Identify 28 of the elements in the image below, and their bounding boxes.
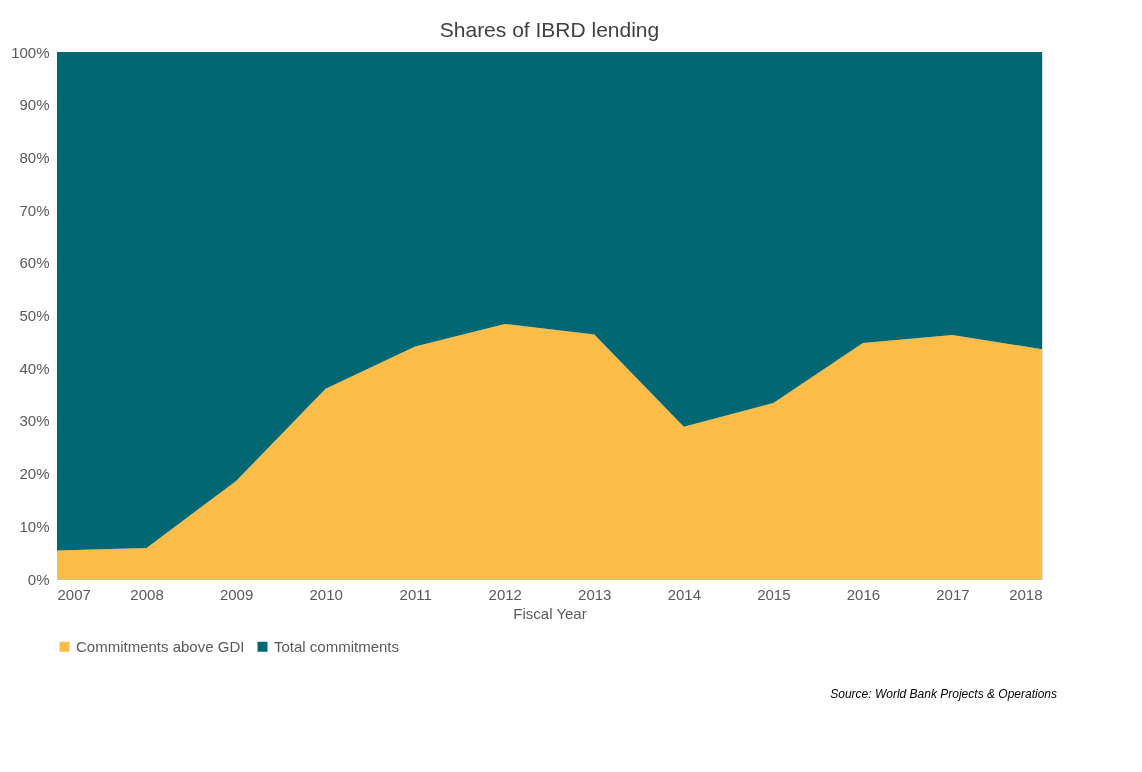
x-tick-label: 2010 [309, 585, 343, 603]
y-tick-label: 0% [27, 570, 50, 588]
y-tick-label: 40% [19, 359, 50, 377]
x-tick-label: 2009 [219, 585, 254, 603]
x-tick-label: 2007 [57, 585, 91, 603]
y-tick-label: 10% [19, 517, 50, 535]
chart-title: Shares of IBRD lending [439, 18, 660, 41]
x-tick-label: 2013 [578, 585, 612, 603]
x-tick-label: 2017 [936, 585, 970, 603]
legend-label: Total commitments [274, 637, 400, 655]
y-tick-label: 30% [19, 412, 50, 430]
y-tick-label: 80% [19, 148, 50, 166]
x-tick-label: 2014 [667, 585, 702, 603]
x-tick-label: 2018 [1009, 585, 1043, 603]
source-note: Source: World Bank Projects & Operations [830, 687, 1057, 701]
legend-label: Commitments above GDI [76, 637, 245, 655]
x-tick-label: 2011 [399, 585, 432, 603]
y-tick-label: 60% [19, 254, 50, 272]
x-tick-label: 2015 [757, 585, 791, 603]
x-tick-label: 2012 [488, 585, 522, 603]
y-tick-label: 50% [19, 307, 50, 324]
y-tick-label: 100% [11, 43, 50, 61]
y-tick-label: 90% [19, 96, 50, 114]
x-tick-label: 2016 [846, 585, 881, 603]
y-tick-label: 70% [19, 201, 50, 219]
y-tick-label: 20% [19, 465, 50, 483]
x-axis-title: Fiscal Year [513, 604, 587, 622]
x-tick-label: 2008 [130, 585, 164, 603]
